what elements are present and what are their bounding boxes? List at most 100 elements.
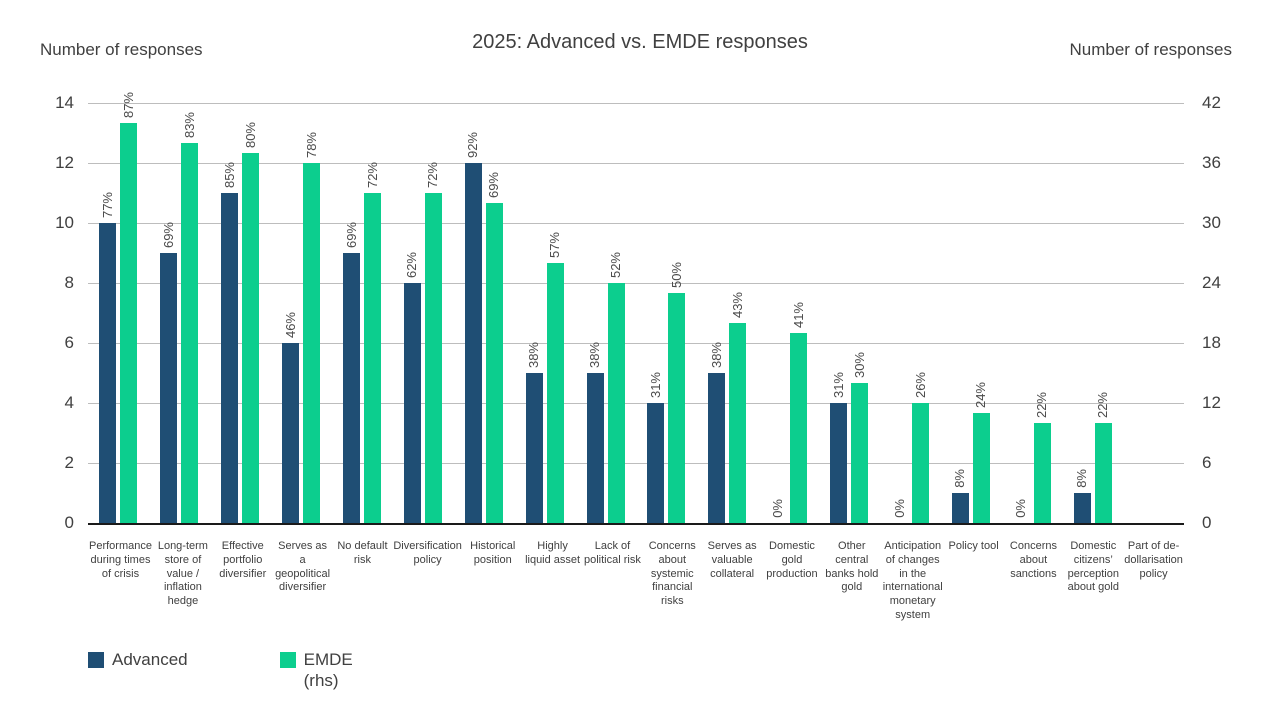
bar-value-label: 69% [160, 221, 176, 248]
bar-value-label: 50% [668, 261, 684, 288]
bar-group: 38% 43% [697, 103, 758, 523]
bar-emde-rhs: 41% [790, 302, 808, 523]
bar-emde-rhs: 72% [424, 162, 442, 523]
left-axis-tick-label: 6 [64, 333, 74, 352]
right-axis-tick-label: 18 [1202, 333, 1221, 352]
legend-swatch [88, 651, 104, 668]
bar-emde-rhs: 78% [303, 132, 321, 523]
bar-value-label: 38% [587, 341, 603, 368]
category-labels: Performance during times of crisis Long-t… [88, 523, 1184, 623]
bar-group: 8% 22% [1062, 103, 1123, 523]
category-label: Policy tool [948, 540, 999, 552]
right-axis-title: Number of responses [1069, 40, 1232, 59]
bar-emde-rhs: 43% [729, 292, 747, 523]
category-label: Diversification policy [393, 540, 462, 566]
right-axis-tick-label: 12 [1202, 393, 1221, 412]
bar-group: 0% 26% [880, 103, 941, 523]
category-label: Part of de-dollarisation policy [1124, 540, 1183, 580]
bar-advanced: 46% [282, 312, 300, 523]
bar-value-label: 77% [99, 191, 115, 218]
bar-value-label: 52% [608, 251, 624, 278]
right-y-axis: 0 6 12 18 24 30 36 42 [1184, 93, 1236, 532]
bar-advanced: 85% [221, 162, 239, 523]
bar-advanced: 38% [586, 342, 604, 523]
left-axis-tick-label: 10 [55, 213, 74, 232]
x-axis-line [88, 523, 1184, 525]
bar-advanced: 8% [1073, 469, 1091, 523]
bar-group: 0% 22% [1001, 103, 1062, 523]
bar-emde-rhs: 26% [912, 372, 930, 523]
bar-value-label: 83% [181, 111, 197, 138]
bar-value-label: 26% [912, 371, 928, 398]
bar-value-label: 38% [526, 341, 542, 368]
plot-area: 77% 87% 69% 83% 85% 80% 46% 78% 69% 72% 62% 72% 92% 6… [88, 92, 1184, 525]
gridline [88, 223, 1184, 224]
bar-value-label: 43% [729, 291, 745, 318]
bar-value-label: 87% [120, 91, 136, 118]
gridline [88, 403, 1184, 404]
gridline [88, 103, 1184, 104]
left-axis-title: Number of responses [40, 40, 203, 59]
bar-value-label: 41% [790, 301, 806, 328]
bar-emde-rhs: 24% [972, 382, 990, 523]
bar-emde-rhs: 30% [851, 352, 869, 523]
bar-group: 0% 41% [758, 103, 819, 523]
legend-item: Advanced [88, 649, 188, 691]
category-axis: Performance during times of crisis Long-t… [40, 523, 1236, 623]
bar-group: 46% 78% [271, 103, 332, 523]
bar-value-label: 85% [221, 161, 237, 188]
bar-emde-rhs: 22% [1094, 392, 1112, 523]
bar-emde-rhs: 50% [668, 262, 686, 523]
bar-group: 77% 87% [88, 92, 149, 523]
category-label: Concerns about systemic financial risks [648, 540, 696, 607]
bar-advanced: 62% [403, 252, 421, 523]
category-label: Concerns about sanctions [1009, 540, 1057, 580]
bar-group: 69% 72% [332, 103, 393, 523]
category-label: Effective portfolio diversifier [219, 540, 267, 580]
bar-advanced: 31% [647, 372, 665, 523]
bar-value-label: 0% [769, 499, 785, 518]
legend-label: Advanced [112, 649, 188, 669]
bar-advanced: 69% [343, 222, 360, 523]
bar-value-label: 0% [1013, 499, 1029, 518]
bar-group: 69% 83% [149, 103, 210, 523]
bar-group: 31% 50% [636, 103, 697, 523]
bar-group: 8% 24% [940, 103, 1001, 523]
bar-value-label: 72% [364, 161, 380, 188]
bar-value-label: 38% [708, 341, 724, 368]
bar-emde-rhs: 80% [242, 122, 260, 523]
gridline [88, 463, 1184, 464]
bar-value-label: 72% [425, 161, 441, 188]
bar-emde-rhs: 57% [546, 232, 564, 523]
bar-value-label: 8% [1074, 469, 1090, 488]
bar-groups: 77% 87% 69% 83% 85% 80% 46% 78% 69% 72% 62% 72% 92% 6… [88, 92, 1184, 523]
chart-header: Number of responses 2025: Advanced vs. E… [0, 0, 1280, 72]
bar-value-label: 30% [851, 351, 867, 378]
legend-swatch [279, 651, 296, 668]
legend-item: EMDE (rhs) [279, 649, 353, 691]
category-label: Lack of political risk [584, 540, 641, 566]
right-axis-tick-label: 42 [1202, 93, 1221, 112]
right-axis-tick-label: 30 [1202, 213, 1221, 232]
bar-advanced: 69% [160, 222, 178, 523]
category-label: Historical position [470, 540, 516, 566]
bar-value-label: 80% [242, 121, 258, 148]
bar-group: 38% 57% [514, 103, 575, 523]
gridline [88, 343, 1184, 344]
bar-group: 31% 30% [819, 103, 880, 523]
legend: Advanced EMDE (rhs) [88, 649, 1280, 691]
category-label: No default risk [337, 540, 388, 566]
category-label: Serves as valuable collateral [707, 540, 757, 580]
bar-value-label: 57% [547, 231, 563, 258]
bar-group: 38% 52% [575, 103, 636, 523]
bar-value-label: 69% [343, 221, 359, 248]
legend-label: EMDE (rhs) [303, 649, 353, 690]
bar-group [1123, 103, 1184, 523]
bar-emde-rhs: 22% [1033, 392, 1051, 523]
category-label: Highly liquid asset [525, 540, 581, 566]
chart-body: 0 2 4 6 8 10 12 14 77% 87% 69% 83% 85% 80% 46% 78% 69% 7… [40, 92, 1236, 532]
bar-value-label: 24% [973, 381, 989, 408]
bar-value-label: 31% [647, 371, 663, 398]
category-label: Performance during times of crisis [89, 540, 152, 580]
right-axis-tick-label: 24 [1202, 273, 1221, 292]
